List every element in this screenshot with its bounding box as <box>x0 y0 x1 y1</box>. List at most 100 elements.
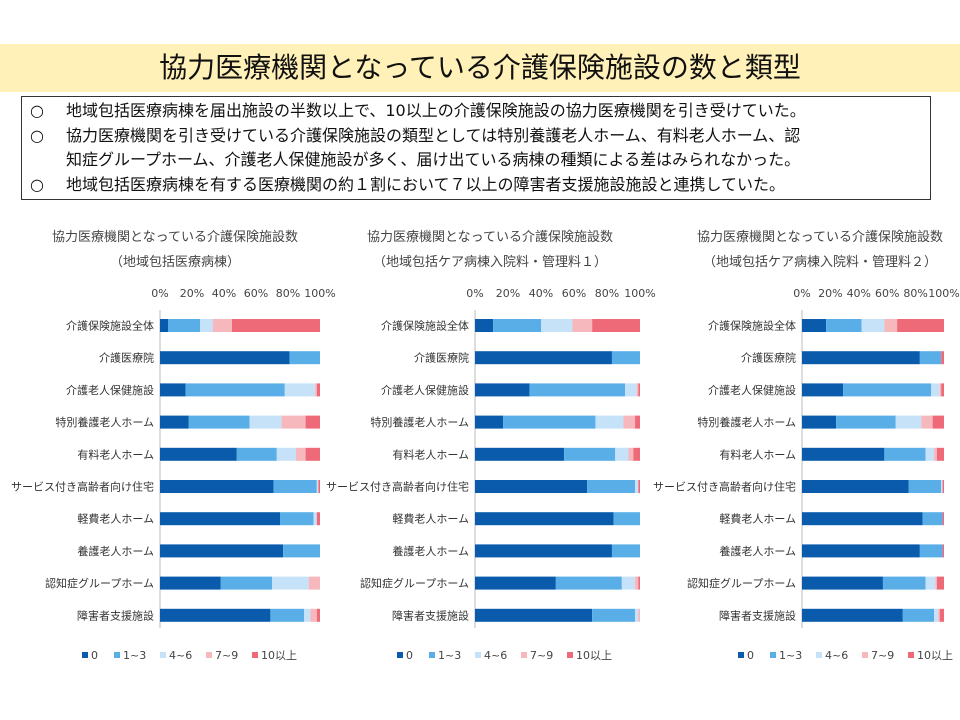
summary-line-1: ○ 地域包括医療病棟を届出施設の半数以上で、10以上の介護保険施設の協力医療機関を… <box>30 99 922 124</box>
chart3-bar-segment <box>934 447 937 461</box>
chart3-bar-segment <box>802 319 827 332</box>
chart2-legend-label: 4~6 <box>484 649 507 662</box>
chart1-legend-label: 1~3 <box>123 649 146 662</box>
chart1-x-tick: 20% <box>180 287 204 300</box>
chart1-bar-segment <box>289 351 320 365</box>
chart1-legend-swatch <box>252 652 258 658</box>
chart2-bar-segment <box>613 512 640 526</box>
chart1-category-label: 介護保険施設全体 <box>66 319 154 333</box>
chart1-bar-segment <box>160 576 221 590</box>
chart3-bar-segment <box>802 415 837 429</box>
chart1-bar-segment <box>168 319 200 332</box>
chart1-category-label: 介護老人保健施設 <box>66 383 154 397</box>
bullet-circle: ○ <box>30 174 44 194</box>
chart3-bar-segment <box>908 480 942 493</box>
chart3-legend-swatch <box>862 652 868 658</box>
chart2-bar-segment <box>635 415 640 429</box>
chart1-bar-segment <box>160 608 271 622</box>
chart1-x-tick: 100% <box>304 287 335 300</box>
chart3-bar-segment <box>884 319 898 332</box>
chart1-bar-segment <box>305 415 320 429</box>
chart3-bar-segment <box>802 351 920 365</box>
chart2-legend-label: 10以上 <box>576 649 612 662</box>
chart2-category-label: 障害者支援施設 <box>392 608 469 622</box>
chart1-bar-segment <box>308 576 320 590</box>
chart2-bar-segment <box>587 480 636 493</box>
chart2-bar-segment <box>638 608 640 622</box>
chart2-bar-segment <box>475 544 612 558</box>
chart1-bar-segment <box>236 447 277 461</box>
chart2-legend-swatch <box>567 652 573 658</box>
bullet-circle: ○ <box>30 101 44 120</box>
chart3-category-label: サービス付き高齢者向け住宅 <box>653 480 796 494</box>
chart2-bar-segment <box>572 319 593 332</box>
chart1-category-label: 養護老人ホーム <box>77 544 154 558</box>
chart2-x-tick: 40% <box>529 287 553 300</box>
chart3-bar-segment <box>942 544 944 558</box>
chart3-bar-segment <box>802 544 920 558</box>
chart3-bar-segment <box>802 480 909 493</box>
chart2-category-label: 養護老人ホーム <box>392 544 469 558</box>
chart1-bar-segment <box>160 447 237 461</box>
chart2-category-label: 有料老人ホーム <box>392 447 469 461</box>
chart2-bar-segment <box>635 576 639 590</box>
chart3-bar-segment <box>941 351 944 365</box>
chart1-bar-segment <box>160 415 189 429</box>
chart3-legend-swatch <box>770 652 776 658</box>
chart1-bar-segment <box>305 447 320 461</box>
chart2-bar-segment <box>635 480 639 493</box>
chart3-bar-segment <box>919 351 942 365</box>
chart2-category-label: サービス付き高齢者向け住宅 <box>326 480 469 494</box>
chart1-bar-segment <box>284 383 316 397</box>
chart1-bar-segment <box>270 608 304 622</box>
chart1-bar-segment <box>316 480 319 493</box>
chart3-x-tick: 80% <box>903 287 927 300</box>
chart2-x-tick: 20% <box>496 287 520 300</box>
chart1-bar-segment <box>160 383 186 397</box>
chart3-bar-segment <box>826 319 862 332</box>
chart3-bar-segment <box>931 383 940 397</box>
chart1-legend-swatch <box>114 652 120 658</box>
chart2-bar-segment <box>475 447 565 461</box>
chart1-bar-segment <box>283 544 320 558</box>
chart2-bar-segment <box>625 383 637 397</box>
chart3-bar-segment <box>942 480 944 493</box>
chart3-category-label: 介護医療院 <box>741 351 796 365</box>
chart2-bar-segment <box>475 319 494 332</box>
chart1-legend-swatch <box>160 652 166 658</box>
chart3-bar-segment <box>802 608 903 622</box>
chart3-bar-segment <box>921 415 933 429</box>
chart2-bar-segment <box>541 319 573 332</box>
chart2-legend-label: 0 <box>406 649 413 662</box>
chart2-legend-swatch <box>429 652 435 658</box>
chart2-x-tick: 60% <box>562 287 586 300</box>
chart1-bar-segment <box>160 544 284 558</box>
chart3-legend-label: 10以上 <box>917 649 953 662</box>
chart2-legend-label: 7~9 <box>530 649 553 662</box>
chart3-legend-label: 1~3 <box>779 649 802 662</box>
chart3-category-label: 軽費老人ホーム <box>719 512 796 526</box>
chart2-bar-segment <box>475 576 556 590</box>
chart2-bar-segment <box>623 415 636 429</box>
chart3-x-tick: 60% <box>875 287 899 300</box>
chart1-legend-swatch <box>82 652 88 658</box>
chart3-legend-swatch <box>908 652 914 658</box>
chart3-legend-swatch <box>738 652 744 658</box>
chart2-bar-segment <box>475 512 614 526</box>
chart3-category-label: 有料老人ホーム <box>719 447 796 461</box>
bullet-circle: ○ <box>30 125 44 145</box>
chart3-x-tick: 0% <box>793 287 810 300</box>
chart1-category-label: 有料老人ホーム <box>77 447 154 461</box>
chart3-category-label: 介護保険施設全体 <box>708 319 796 333</box>
chart2-legend-swatch <box>475 652 481 658</box>
chart1-bar-segment <box>316 512 320 526</box>
summary-text-1: 地域包括医療病棟を届出施設の半数以上で、10以上の介護保険施設の協力医療機関を引… <box>66 101 806 120</box>
chart1-bar-segment <box>212 319 232 332</box>
chart1-bar-segment <box>316 608 320 622</box>
chart2-category-label: 軽費老人ホーム <box>392 512 469 526</box>
chart1-bar-segment <box>188 415 250 429</box>
chart2-bar-segment <box>493 319 541 332</box>
chart2-bar-segment <box>633 447 640 461</box>
chart3-bar-segment <box>941 480 943 493</box>
chart1-bar-segment <box>249 415 282 429</box>
